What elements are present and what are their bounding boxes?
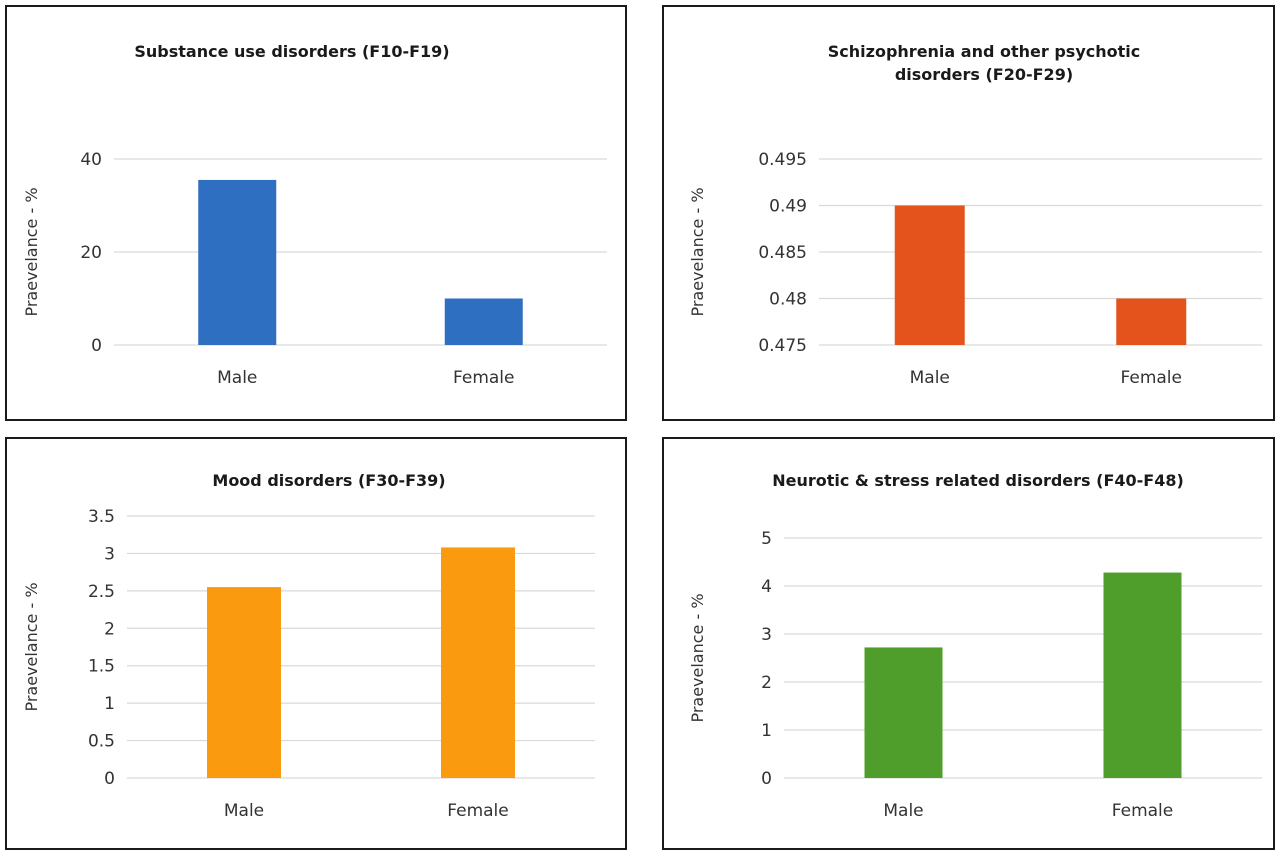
y-axis-title: Praevelance - %	[688, 593, 707, 722]
bar-female	[441, 547, 515, 778]
chart-title: Schizophrenia and other psychotic	[828, 42, 1140, 61]
bar-male	[207, 587, 281, 778]
x-category-label: Male	[910, 368, 950, 388]
y-tick-label: 0	[91, 336, 102, 356]
y-tick-label: 0.48	[769, 290, 807, 310]
x-category-label: Male	[883, 801, 923, 821]
bar-female	[444, 298, 523, 345]
bar-male	[198, 179, 277, 345]
x-category-label: Female	[447, 801, 508, 821]
y-tick-label: 3	[761, 625, 772, 645]
y-tick-label: 4	[761, 577, 772, 597]
y-tick-label: 0.5	[88, 732, 115, 752]
y-tick-label: 3.5	[88, 507, 115, 527]
y-tick-label: 5	[761, 529, 772, 549]
x-category-label: Female	[1112, 801, 1173, 821]
chart-svg-mood: Mood disorders (F30-F39) 0 0.5 1 1.5 2 2.5 3 3.5…	[22, 471, 595, 821]
y-tick-label: 2	[761, 673, 772, 693]
bar-female	[1103, 572, 1182, 778]
chart-svg-substance-use: Substance use disorders (F10-F19) 0 20 40 Ma…	[22, 42, 607, 388]
x-category-label: Female	[1121, 368, 1182, 388]
x-category-label: Female	[453, 368, 514, 388]
chart-svg-neurotic: Neurotic & stress related disorders (F40…	[688, 471, 1262, 821]
y-tick-label: 0	[104, 769, 115, 789]
chart-title: disorders (F20-F29)	[895, 65, 1073, 84]
y-tick-label: 3	[104, 544, 115, 564]
y-tick-label: 1	[761, 721, 772, 741]
y-tick-label: 0.485	[758, 243, 807, 263]
y-tick-label: 1	[104, 694, 115, 714]
chart-panel-mood: Mood disorders (F30-F39) 0 0.5 1 1.5 2 2.5 3 3.5…	[5, 437, 627, 850]
chart-title: Mood disorders (F30-F39)	[212, 471, 445, 490]
y-axis-title: Praevelance - %	[22, 187, 41, 316]
x-category-label: Male	[224, 801, 264, 821]
y-tick-label: 20	[80, 243, 102, 263]
bar-female	[1116, 298, 1187, 345]
y-tick-label: 40	[80, 150, 102, 170]
y-tick-label: 2.5	[88, 582, 115, 602]
y-tick-label: 0	[761, 769, 772, 789]
chart-panel-substance-use: Substance use disorders (F10-F19) 0 20 40 Ma…	[5, 5, 627, 421]
y-axis-title: Praevelance - %	[688, 187, 707, 316]
y-axis-title: Praevelance - %	[22, 582, 41, 711]
y-tick-label: 1.5	[88, 657, 115, 677]
chart-panel-schizophrenia: Schizophrenia and other psychotic disorde…	[662, 5, 1275, 421]
chart-svg-schizophrenia: Schizophrenia and other psychotic disorde…	[688, 42, 1262, 388]
bar-male	[864, 647, 943, 778]
y-tick-label: 0.49	[769, 197, 807, 217]
chart-title: Neurotic & stress related disorders (F40…	[772, 471, 1184, 490]
y-tick-label: 2	[104, 619, 115, 639]
bar-male	[894, 205, 965, 345]
y-tick-label: 0.475	[758, 336, 807, 356]
chart-panel-neurotic: Neurotic & stress related disorders (F40…	[662, 437, 1275, 850]
chart-title: Substance use disorders (F10-F19)	[134, 42, 449, 61]
y-tick-label: 0.495	[758, 150, 807, 170]
x-category-label: Male	[217, 368, 257, 388]
